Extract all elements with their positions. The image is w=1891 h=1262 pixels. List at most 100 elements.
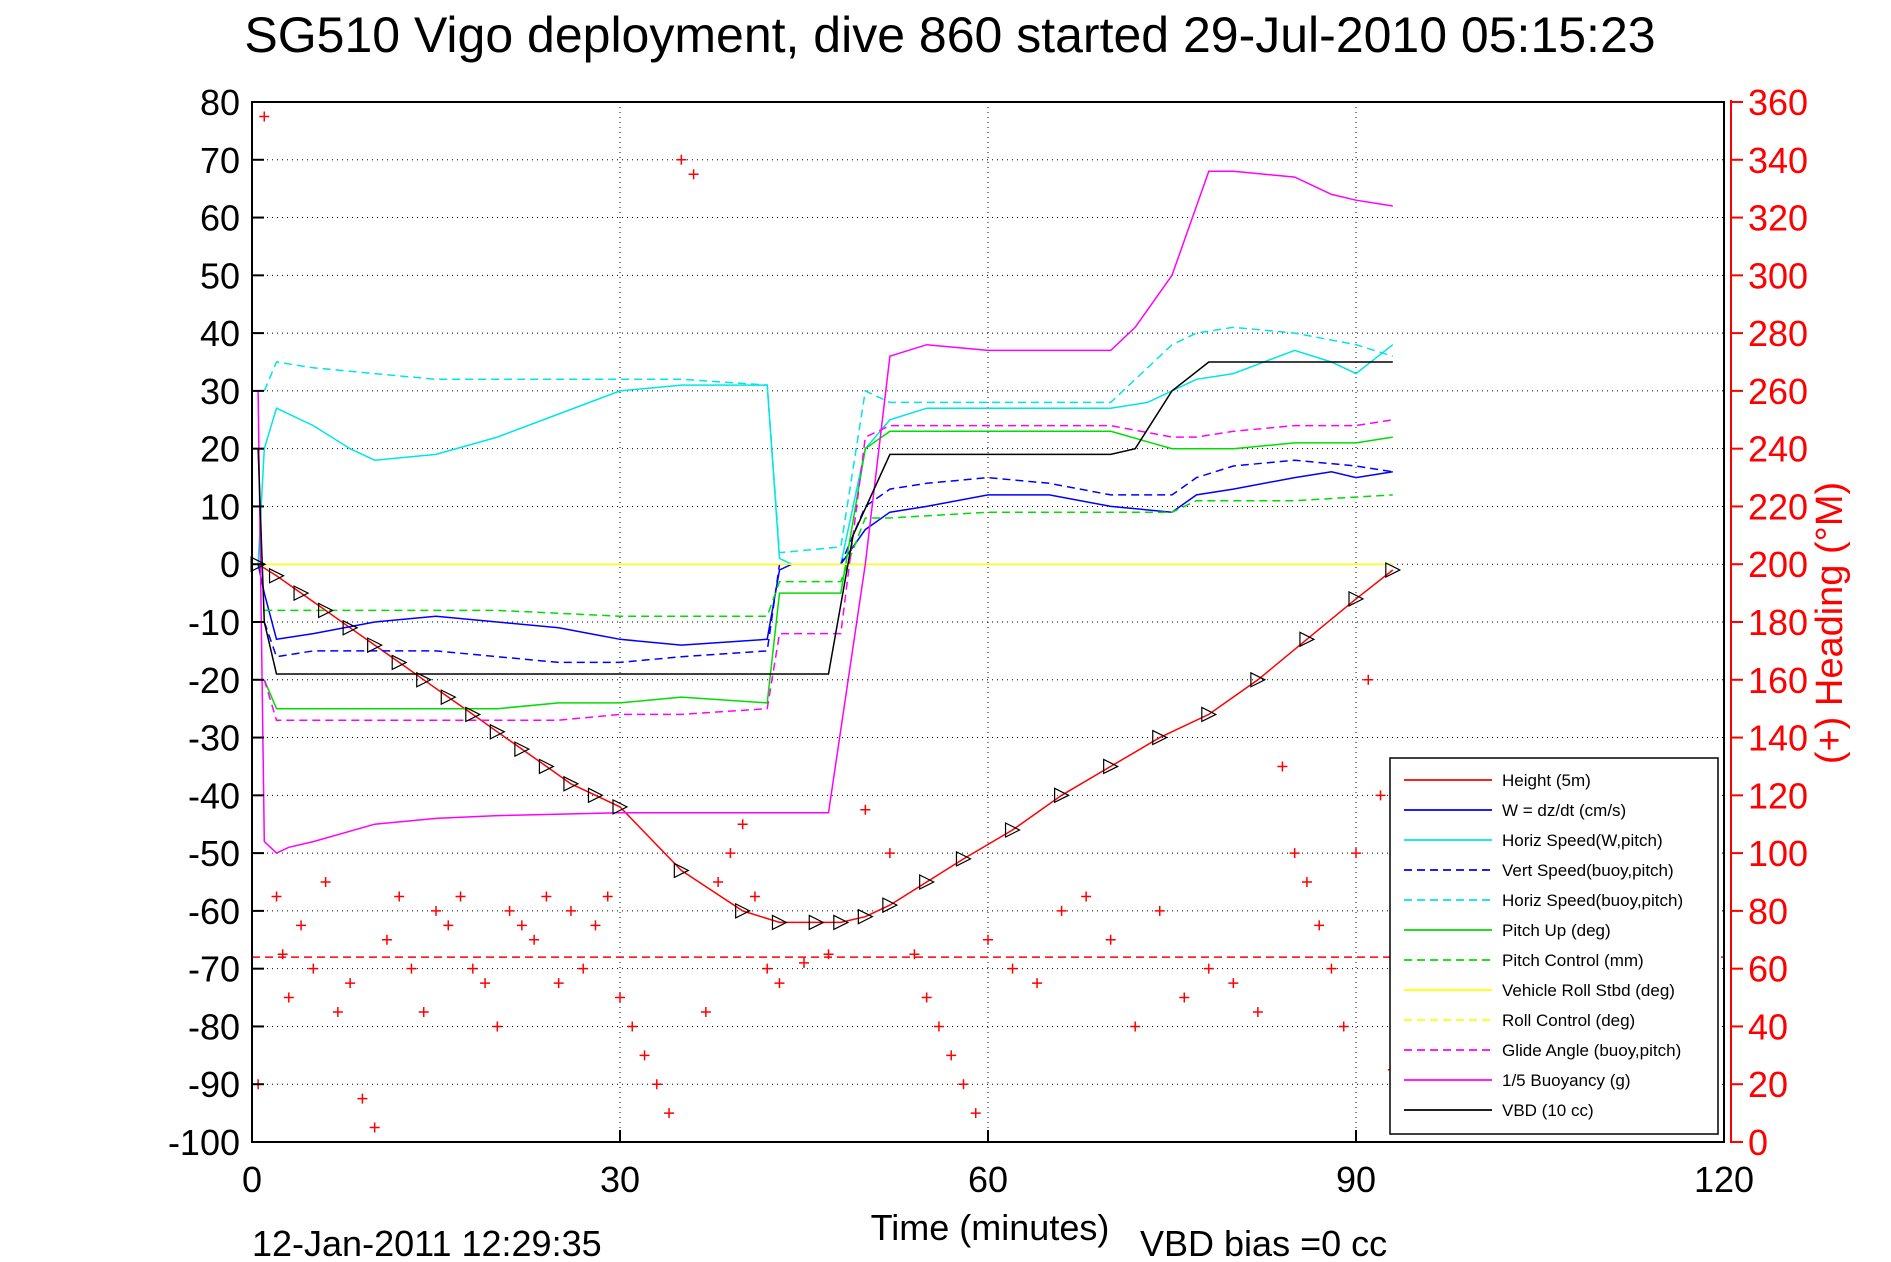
heading-point bbox=[578, 963, 589, 974]
heading-point bbox=[1363, 674, 1374, 685]
heading-point bbox=[700, 1007, 711, 1017]
x-tick-label: 0 bbox=[242, 1159, 262, 1200]
heading-point bbox=[308, 963, 319, 974]
heading-point bbox=[1314, 920, 1325, 931]
heading-point bbox=[946, 1050, 957, 1061]
series-line-pitch-up-deg- bbox=[263, 430, 1393, 710]
y-tick-label: 20 bbox=[200, 429, 240, 470]
height-marker bbox=[440, 689, 457, 706]
heading-point bbox=[725, 848, 736, 859]
heading-point bbox=[639, 1050, 650, 1061]
height-marker bbox=[1053, 787, 1070, 804]
vbd-bias-label: VBD bias =0 cc bbox=[1140, 1223, 1387, 1262]
heading-point bbox=[615, 992, 625, 1003]
x-tick-label: 30 bbox=[600, 1159, 640, 1200]
heading-point bbox=[1007, 963, 1018, 974]
heading-point bbox=[737, 819, 748, 830]
height-marker bbox=[612, 798, 629, 815]
heading-point bbox=[320, 877, 331, 887]
heading-point bbox=[1375, 790, 1386, 801]
heading-point bbox=[921, 992, 932, 1003]
heading-point bbox=[774, 978, 785, 989]
heading-point bbox=[1301, 877, 1312, 887]
height-marker bbox=[268, 567, 285, 584]
heading-point bbox=[590, 920, 601, 931]
heading-point bbox=[627, 1021, 638, 1032]
footer-timestamp: 12-Jan-2011 12:29:35 bbox=[252, 1223, 602, 1262]
height-marker bbox=[1250, 671, 1267, 688]
legend-label: Roll Control (deg) bbox=[1502, 1011, 1635, 1030]
heading-point bbox=[749, 891, 760, 902]
y2-tick-label: 280 bbox=[1748, 313, 1808, 354]
height-marker bbox=[318, 602, 334, 619]
height-marker bbox=[1201, 706, 1218, 723]
y2-tick-label: 340 bbox=[1748, 140, 1808, 181]
height-marker bbox=[367, 637, 384, 654]
series-line-glide-angle-buoy-pitch- bbox=[263, 419, 1393, 721]
height-marker bbox=[882, 897, 899, 914]
height-marker bbox=[808, 914, 825, 931]
y-tick-label: -40 bbox=[188, 775, 240, 816]
heading-point bbox=[1130, 1021, 1141, 1032]
legend-label: W = dz/dt (cm/s) bbox=[1502, 801, 1626, 820]
heading-point bbox=[1289, 848, 1300, 859]
y-tick-label: -60 bbox=[188, 891, 240, 932]
y2-tick-label: 240 bbox=[1748, 429, 1808, 470]
heading-point bbox=[1081, 891, 1092, 902]
legend-label: Pitch Up (deg) bbox=[1502, 921, 1611, 940]
y2-tick-label: 180 bbox=[1748, 602, 1808, 643]
series-line-horiz-speed-w-pitch- bbox=[257, 344, 1394, 565]
heading-point bbox=[651, 1079, 662, 1090]
heading-point bbox=[296, 920, 307, 931]
y-tick-label: -50 bbox=[188, 833, 240, 874]
height-marker bbox=[919, 874, 936, 890]
heading-point bbox=[688, 169, 699, 180]
heading-point bbox=[884, 848, 895, 859]
heading-point bbox=[1154, 905, 1165, 916]
y2-tick-label: 40 bbox=[1748, 1006, 1788, 1047]
heading-point bbox=[1351, 848, 1361, 859]
y-tick-label: -20 bbox=[188, 660, 240, 701]
legend-label: VBD (10 cc) bbox=[1502, 1101, 1594, 1120]
height-marker bbox=[563, 775, 580, 792]
y-tick-label: 0 bbox=[220, 544, 240, 585]
y-tick-label: -90 bbox=[188, 1064, 240, 1105]
x-axis-label: Time (minutes) bbox=[871, 1207, 1110, 1248]
heading-point bbox=[418, 1007, 429, 1017]
heading-point bbox=[381, 934, 392, 945]
y2-tick-label: 120 bbox=[1748, 775, 1808, 816]
y-tick-label: -10 bbox=[188, 602, 240, 643]
legend-label: Glide Angle (buoy,pitch) bbox=[1502, 1041, 1681, 1060]
y2-tick-label: 220 bbox=[1748, 486, 1808, 527]
x-tick-label: 60 bbox=[968, 1159, 1008, 1200]
heading-point bbox=[369, 1122, 380, 1133]
heading-point bbox=[443, 920, 454, 931]
y-tick-label: 80 bbox=[200, 82, 240, 123]
y2-axis-label: (+) Heading (°M) bbox=[1809, 482, 1851, 764]
heading-point bbox=[283, 992, 294, 1003]
height-marker bbox=[514, 741, 531, 758]
series-line-height-5m- bbox=[257, 563, 1394, 924]
heading-point bbox=[516, 920, 527, 931]
y2-tick-label: 140 bbox=[1748, 718, 1808, 759]
height-marker bbox=[342, 619, 359, 636]
heading-point bbox=[1228, 978, 1239, 989]
heading-point bbox=[541, 891, 552, 902]
x-tick-label: 90 bbox=[1336, 1159, 1376, 1200]
heading-point bbox=[271, 891, 282, 902]
chart-title: SG510 Vigo deployment, dive 860 started … bbox=[244, 7, 1655, 63]
y-tick-label: 50 bbox=[200, 255, 240, 296]
height-marker bbox=[1385, 562, 1402, 578]
height-marker bbox=[1004, 822, 1021, 838]
y2-tick-label: 60 bbox=[1748, 949, 1788, 990]
heading-point bbox=[277, 949, 288, 960]
height-marker bbox=[1348, 590, 1365, 607]
heading-point bbox=[480, 978, 491, 989]
y2-tick-label: 160 bbox=[1748, 660, 1808, 701]
heading-point bbox=[970, 1108, 981, 1119]
y2-tick-label: 80 bbox=[1748, 891, 1788, 932]
y-tick-label: -100 bbox=[168, 1122, 240, 1163]
heading-point bbox=[565, 905, 576, 916]
heading-point bbox=[259, 111, 270, 122]
heading-point bbox=[762, 963, 773, 974]
